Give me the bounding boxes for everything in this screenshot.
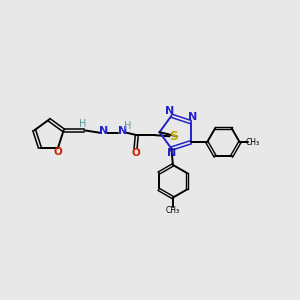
Text: N: N [188, 112, 197, 122]
Text: CH₃: CH₃ [166, 206, 180, 215]
Text: N: N [99, 126, 108, 136]
Text: N: N [167, 148, 176, 158]
Text: S: S [169, 130, 178, 143]
Text: CH₃: CH₃ [245, 138, 259, 147]
Text: H: H [79, 119, 87, 129]
Text: H: H [124, 121, 131, 131]
Text: N: N [165, 106, 175, 116]
Text: O: O [131, 148, 140, 158]
Text: N: N [118, 126, 127, 136]
Text: O: O [54, 147, 62, 157]
